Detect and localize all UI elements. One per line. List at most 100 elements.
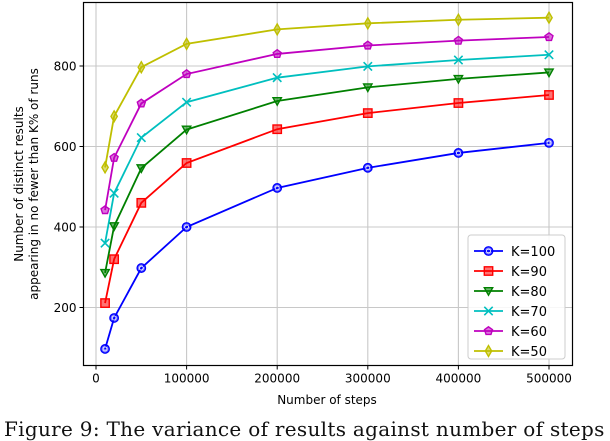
data-point-marker [272, 183, 283, 193]
data-point-marker [101, 160, 110, 175]
data-point-marker [108, 222, 120, 232]
data-point-marker [484, 344, 493, 358]
data-point-marker [181, 68, 192, 79]
data-point-marker [363, 16, 372, 31]
legend-box [467, 234, 566, 360]
x-tick-label: 400000 [435, 372, 481, 386]
legend-label: K=70 [511, 305, 547, 320]
data-point-marker [453, 35, 464, 45]
data-point-marker [544, 31, 554, 42]
line-chart: 0 100000 200000 300000 400000 500000 200 400 600… [12, 1, 574, 407]
data-point-marker [483, 306, 494, 316]
data-point-marker [273, 22, 282, 37]
x-tick-label: 100000 [164, 372, 210, 386]
data-point-marker [100, 205, 110, 215]
x-tick-label: 0 [92, 372, 100, 386]
data-point-marker [135, 164, 147, 174]
data-point-marker [109, 152, 119, 162]
legend-label: K=80 [511, 285, 547, 300]
data-point-marker [272, 124, 283, 135]
data-point-marker [453, 98, 464, 108]
data-point-marker [100, 238, 110, 248]
legend-label: K=90 [511, 265, 547, 280]
series-line [104, 141, 550, 350]
x-tick-label: 500000 [526, 372, 572, 386]
series-line [104, 94, 550, 304]
axis-ticks: 0 100000 200000 300000 400000 500000 200 400 600… [54, 60, 572, 386]
legend-label: K=100 [511, 245, 555, 260]
data-point-marker [544, 49, 554, 60]
data-point-marker [109, 188, 119, 198]
data-point-marker [136, 263, 147, 273]
series-k-50 [101, 10, 553, 175]
data-point-marker [99, 268, 111, 279]
series-k-100 [100, 137, 554, 354]
grid-lines [83, 2, 573, 366]
data-point-marker [136, 132, 147, 143]
data-point-marker [545, 10, 553, 25]
legend-entry: K=80 [474, 285, 547, 300]
y-tick-label: 600 [54, 140, 77, 154]
legend-label: K=50 [511, 345, 547, 360]
data-point-marker [362, 162, 373, 173]
x-axis-label: Number of steps [277, 393, 377, 407]
data-point-marker [453, 148, 464, 158]
legend: K=100 K=90 K=80 K=70 K=60 K=50 [467, 234, 566, 360]
legend-label: K=60 [511, 325, 547, 340]
series-line [104, 71, 550, 274]
legend-entry: K=90 [474, 265, 547, 280]
data-point-marker [181, 158, 192, 168]
plot-frame [82, 1, 574, 367]
y-tick-label: 200 [54, 301, 77, 315]
data-point-marker [110, 109, 119, 124]
data-point-marker [483, 246, 494, 256]
y-tick-label: 400 [54, 221, 77, 235]
data-point-marker [544, 137, 554, 148]
series-line [104, 16, 550, 168]
series-k-70 [100, 49, 554, 248]
x-tick-label: 200000 [254, 372, 300, 386]
data-point-marker [100, 344, 110, 354]
legend-entry: K=60 [474, 325, 547, 340]
data-point-marker [109, 254, 120, 265]
data-point-marker [543, 68, 555, 79]
data-point-marker [544, 90, 554, 100]
data-point-marker [453, 55, 464, 65]
data-point-marker [362, 40, 373, 50]
y-axis-label-line-1: Number of distinct results [12, 106, 26, 262]
legend-entry: K=70 [474, 305, 547, 320]
data-point-marker [271, 96, 283, 107]
series-line [104, 36, 550, 211]
data-point-marker [363, 61, 373, 72]
data-point-marker [181, 125, 192, 136]
data-point-marker [483, 266, 494, 276]
data-point-marker [483, 325, 494, 336]
series-k-60 [100, 31, 554, 215]
data-point-marker [109, 313, 120, 323]
y-axis-label-line-2: appearing in no fewer than K% of runs [27, 68, 41, 300]
data-point-marker [362, 83, 374, 93]
legend-entry: K=50 [474, 344, 547, 360]
data-point-marker [362, 108, 373, 118]
x-tick-label: 300000 [345, 372, 391, 386]
y-axis-label: Number of distinct results appearing in … [12, 68, 41, 300]
data-point-marker [272, 72, 282, 83]
data-point-marker [136, 98, 147, 108]
data-point-marker [100, 298, 110, 308]
figure-caption: Figure 9: The variance of results agains… [4, 417, 605, 441]
data-point-marker [483, 286, 494, 297]
data-point-marker [181, 222, 192, 232]
data-series [99, 10, 555, 354]
series-k-90 [100, 90, 554, 308]
series-k-80 [99, 68, 555, 279]
data-point-marker [181, 97, 192, 107]
data-point-marker [137, 60, 146, 75]
series-line [104, 53, 550, 244]
data-point-marker [453, 74, 464, 85]
data-point-marker [272, 48, 283, 59]
y-tick-label: 800 [54, 60, 77, 74]
data-point-marker [182, 37, 191, 51]
legend-entry: K=100 [474, 245, 555, 260]
data-point-marker [454, 12, 463, 27]
data-point-marker [136, 197, 147, 208]
